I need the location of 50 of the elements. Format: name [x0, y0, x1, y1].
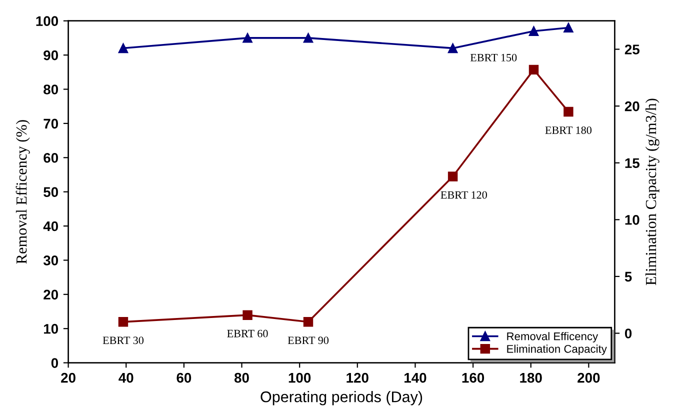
y2-axis-title: Elimination Capacity (g/m3/h)	[645, 98, 660, 286]
y-tick-label: 80	[44, 84, 58, 94]
point	[448, 43, 458, 54]
y-tick-label: 20	[44, 290, 58, 300]
x-tick-label: 80	[234, 372, 249, 383]
y-tick-label: 70	[44, 118, 58, 129]
point	[303, 33, 314, 43]
point	[118, 43, 128, 54]
point	[118, 317, 128, 327]
x-tick-label: 160	[462, 372, 484, 383]
point	[303, 317, 314, 327]
x-tick-label: 140	[404, 372, 426, 383]
x-tick-label: 20	[61, 372, 76, 383]
annotation: EBRT 90	[288, 336, 329, 344]
y2-tick-label: 25	[624, 44, 640, 54]
y-tick-label: 30	[43, 256, 58, 266]
annotation: EBRT 30	[102, 336, 144, 344]
y-tick-label: 0	[51, 358, 58, 368]
y-axis-title: Removal Efficency (%)	[16, 120, 30, 264]
legend-label: Removal Efficency	[507, 332, 598, 342]
y2-tick-label: 15	[625, 158, 640, 168]
annotation: EBRT 60	[227, 330, 268, 338]
y-tick-label: 50	[44, 187, 58, 197]
x-axis-title: Operating periods (Day)	[260, 391, 422, 406]
y2-tick-label: 5	[624, 272, 632, 282]
y2-tick-label: 10	[625, 214, 640, 225]
point	[528, 64, 539, 75]
x-tick-label: 200	[578, 372, 600, 383]
y2-tick-label: 0	[624, 328, 632, 338]
annotation: EBRT 180	[545, 126, 592, 134]
x-tick-label: 40	[118, 372, 134, 383]
point	[564, 22, 574, 33]
annotation: EBRT 150	[470, 54, 517, 62]
legend-label: Elimination Capacity	[507, 344, 607, 356]
x-tick-label: 120	[346, 372, 368, 383]
y-tick-label: 90	[44, 50, 58, 60]
y-tick-label: 60	[44, 152, 58, 163]
point	[528, 26, 539, 36]
x-tick-label: 180	[520, 372, 542, 383]
y-tick-label: 100	[36, 16, 58, 26]
x-tick-label: 60	[176, 372, 192, 383]
y-tick-label: 40	[43, 221, 58, 232]
y2-tick-label: 20	[624, 101, 640, 112]
annotation: EBRT 120	[440, 191, 487, 199]
point	[448, 172, 458, 182]
point	[242, 33, 252, 43]
point	[564, 106, 574, 117]
x-tick-label: 100	[288, 372, 311, 383]
point	[242, 310, 252, 320]
y-tick-label: 10	[44, 324, 58, 334]
